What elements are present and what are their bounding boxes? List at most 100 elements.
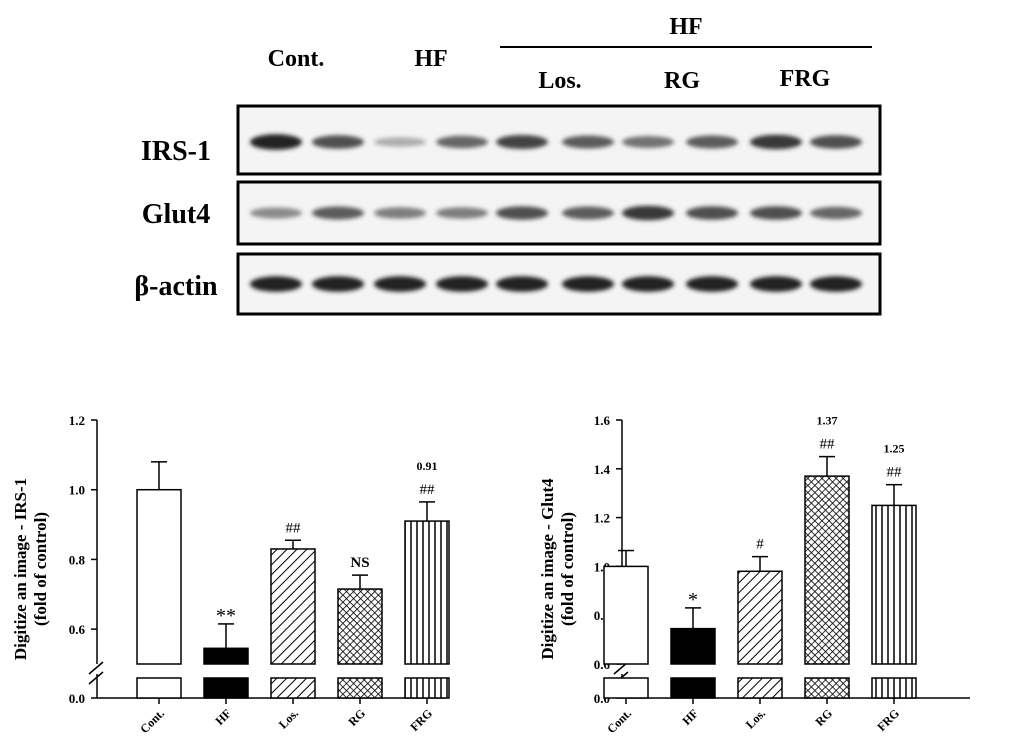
blot-band xyxy=(374,137,426,147)
y-axis-label-units: (fold of control) xyxy=(31,512,50,626)
blot-band xyxy=(750,276,802,292)
x-tick-label: RG xyxy=(345,706,368,729)
bar-base xyxy=(871,677,917,699)
blot-band xyxy=(562,135,614,149)
blot-band xyxy=(562,276,614,292)
bar-base xyxy=(136,677,182,699)
value-label: 0.91 xyxy=(417,459,438,473)
blot-header-rg: RG xyxy=(664,68,700,94)
y-tick-label: 1.2 xyxy=(594,511,610,526)
blot-band xyxy=(686,206,738,220)
bar-base xyxy=(737,677,783,699)
x-tick-label: HF xyxy=(679,706,701,728)
bar xyxy=(203,647,249,665)
blot-band xyxy=(374,276,426,292)
y-tick-label: 0.6 xyxy=(69,622,86,637)
axis-break-mark xyxy=(88,661,104,675)
western-blot-panel: Cont. HF HF Los. RG FRG IRS-1 Glut4 β-ac… xyxy=(134,14,882,316)
bar-base xyxy=(203,677,249,699)
blot-band xyxy=(810,206,862,220)
blot-header-frg: FRG xyxy=(780,66,831,92)
blot-band xyxy=(810,135,862,149)
blot-lanes xyxy=(236,104,882,316)
bar xyxy=(804,475,850,665)
bar xyxy=(603,565,649,665)
y-tick-label: 0.8 xyxy=(69,552,86,567)
x-tick-label: Los. xyxy=(743,706,768,731)
blot-band xyxy=(312,206,364,220)
axis-break-mark xyxy=(88,671,104,685)
bar xyxy=(404,520,450,665)
significance-mark: # xyxy=(756,537,764,553)
blot-band xyxy=(250,134,302,150)
value-label: 1.25 xyxy=(884,442,905,456)
value-label: 1.37 xyxy=(817,414,838,428)
blot-band xyxy=(436,207,488,219)
blot-band xyxy=(622,205,674,221)
y-tick-label: 1.6 xyxy=(594,413,611,428)
blot-band xyxy=(436,135,488,149)
y-tick-label: 1.0 xyxy=(69,483,85,498)
significance-mark: ## xyxy=(820,437,836,453)
y-tick-label: 1.4 xyxy=(594,462,611,477)
blot-band xyxy=(496,206,548,220)
bar xyxy=(270,548,316,665)
blot-band xyxy=(686,135,738,149)
blot-band xyxy=(622,276,674,292)
blot-band xyxy=(374,207,426,219)
blot-band xyxy=(686,276,738,292)
x-tick-label: Cont. xyxy=(604,706,634,736)
bar-base xyxy=(603,677,649,699)
blot-band xyxy=(750,134,802,150)
chart-irs1-svg: 0.6 0.8 1.0 1.2 0.0 Digitize an image - IRS-1… xyxy=(11,413,450,736)
blot-band xyxy=(436,276,488,292)
blot-row-label-glut4: Glut4 xyxy=(142,199,210,230)
bar-base xyxy=(404,677,450,699)
x-tick-label: FRG xyxy=(407,706,435,734)
y-axis-label-units: (fold of control) xyxy=(558,512,577,626)
significance-mark: ** xyxy=(216,605,236,627)
blot-band xyxy=(496,276,548,292)
bar xyxy=(871,504,917,665)
blot-band xyxy=(312,135,364,149)
x-tick-label: FRG xyxy=(874,706,902,734)
bar-base xyxy=(804,677,850,699)
x-tick-label: HF xyxy=(212,706,234,728)
significance-mark: * xyxy=(688,589,698,611)
bar xyxy=(670,627,716,665)
blot-row-label-beta-actin: β-actin xyxy=(134,271,218,302)
chart-irs1: 0.6 0.8 1.0 1.2 0.0 Digitize an image - IRS-1… xyxy=(0,400,500,751)
blot-header-hf-group: HF xyxy=(669,14,702,40)
bar xyxy=(737,570,783,665)
bar-base xyxy=(270,677,316,699)
significance-mark: ## xyxy=(420,482,436,498)
y-tick-label: 1.2 xyxy=(69,413,85,428)
blot-header-control: Cont. xyxy=(268,46,325,72)
bar xyxy=(136,488,182,665)
blot-header-hf: HF xyxy=(414,46,447,72)
bar-base xyxy=(670,677,716,699)
blot-band xyxy=(312,276,364,292)
blot-row-label-irs1: IRS-1 xyxy=(141,136,211,167)
blot-band xyxy=(496,135,548,149)
blot-band xyxy=(622,136,674,148)
blot-band xyxy=(250,207,302,219)
y-break-label: 0.0 xyxy=(69,691,85,706)
x-tick-label: RG xyxy=(812,706,835,729)
x-tick-label: Cont. xyxy=(137,706,167,736)
blot-band xyxy=(750,206,802,220)
bar-base xyxy=(337,677,383,699)
blot-band xyxy=(810,276,862,292)
significance-mark: NS xyxy=(350,555,369,571)
significance-mark: ## xyxy=(286,520,302,536)
blot-band xyxy=(250,276,302,292)
y-axis-label: Digitize an image - Glut4 xyxy=(538,478,557,660)
bar xyxy=(337,588,383,665)
chart-glut4: 0.6 0.8 1.0 1.2 1.4 1.6 0.0 Digitize an image -… xyxy=(525,400,1024,751)
y-axis-label: Digitize an image - IRS-1 xyxy=(11,478,30,660)
x-tick-label: Los. xyxy=(276,706,301,731)
blot-band xyxy=(562,206,614,220)
significance-mark: ## xyxy=(887,465,903,481)
blot-header-los: Los. xyxy=(538,68,581,94)
